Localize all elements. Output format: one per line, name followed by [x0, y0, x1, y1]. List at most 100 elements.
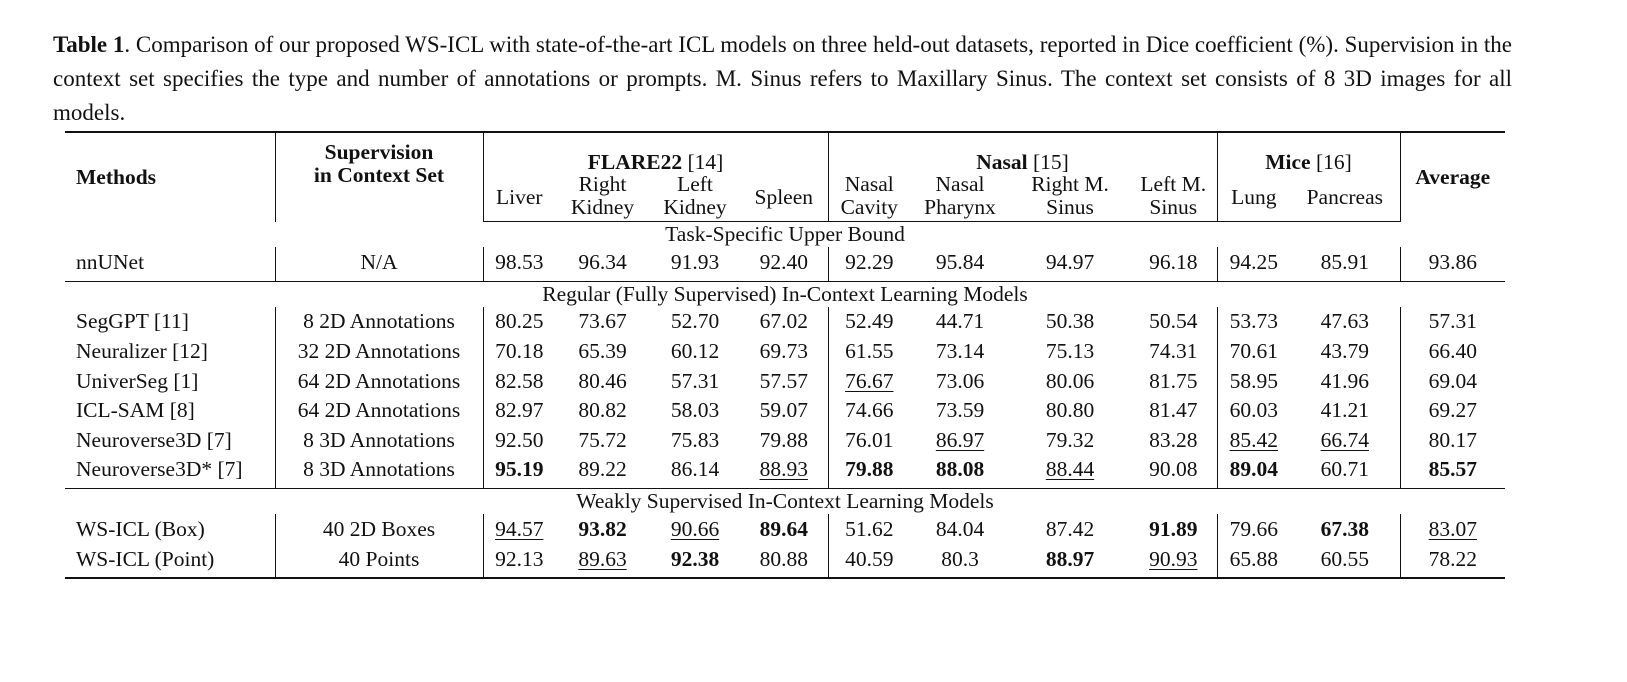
- value-cell: 86.14: [650, 454, 740, 490]
- value: 78.22: [1428, 546, 1477, 571]
- value: 92.13: [495, 546, 544, 571]
- value: 70.61: [1229, 338, 1278, 363]
- group-name: FLARE22: [587, 150, 683, 174]
- column-header-line: Pharynx: [924, 195, 996, 219]
- value: 69.73: [759, 338, 808, 363]
- value: 75.13: [1045, 338, 1095, 363]
- value-cell: 70.61: [1217, 336, 1290, 366]
- value: 98.53: [495, 249, 544, 274]
- value-cell: 58.03: [650, 395, 740, 425]
- method-cell: WS-ICL (Point): [65, 543, 276, 580]
- value-cell: 65.39: [555, 336, 650, 366]
- value-cell: 96.18: [1130, 247, 1218, 282]
- value-cell: 76.01: [828, 425, 910, 455]
- value-cell: 89.22: [555, 454, 650, 490]
- value: 50.38: [1045, 309, 1095, 334]
- value-cell: 67.02: [740, 306, 829, 337]
- value-cell: 79.88: [828, 454, 911, 490]
- value: 82.58: [495, 368, 544, 393]
- value: 80.25: [495, 309, 544, 334]
- value: 65.88: [1229, 546, 1278, 571]
- value: 92.29: [845, 249, 894, 274]
- value: 74.31: [1149, 338, 1198, 363]
- method-cell: WS-ICL (Box): [65, 514, 276, 544]
- value-cell: 88.44: [1010, 454, 1131, 490]
- value-cell: 85.57: [1400, 454, 1506, 490]
- value-cell: 79.88: [740, 424, 829, 455]
- value-cell: 75.83: [650, 425, 740, 455]
- value: 81.47: [1149, 398, 1198, 423]
- value: 94.57: [495, 516, 544, 541]
- value-cell: 73.14: [910, 336, 1010, 366]
- value: 80.82: [578, 398, 627, 423]
- value-cell: 50.38: [1010, 307, 1130, 337]
- value-cell: 75.72: [555, 425, 650, 455]
- value-cell: 87.42: [1010, 514, 1130, 544]
- value-cell: 83.28: [1130, 424, 1218, 455]
- column-header: Left M. Sinus: [1130, 173, 1218, 222]
- value-cell: 93.82: [555, 514, 650, 544]
- value-cell: 78.22: [1400, 543, 1506, 580]
- value: 57.31: [1428, 309, 1477, 334]
- value: 96.18: [1149, 249, 1198, 274]
- data-row: nnUNet N/A 98.53 96.34 91.93 92.40 92.29 95.84 9…: [65, 247, 1506, 282]
- column-header: Spleen: [740, 173, 829, 222]
- value: 90.66: [670, 516, 720, 541]
- value-cell: 80.80: [1010, 395, 1130, 425]
- table-caption: Table 1. Comparison of our proposed WS-I…: [53, 28, 1512, 130]
- value-cell: 88.08: [910, 454, 1011, 490]
- value-cell: 50.54: [1130, 306, 1218, 337]
- method-cell: UniverSeg [1]: [65, 365, 276, 396]
- value: 57.31: [670, 368, 720, 393]
- value: 86.14: [670, 457, 720, 482]
- value-cell: 80.82: [555, 395, 650, 425]
- value-cell: 66.40: [1400, 336, 1505, 366]
- column-header-line: Pancreas: [1306, 184, 1383, 209]
- value: 96.34: [578, 249, 627, 274]
- value-cell: 94.25: [1217, 247, 1291, 282]
- column-header-line: Liver: [495, 184, 543, 209]
- group-name: Nasal: [976, 150, 1028, 174]
- group-ref: [16]: [1315, 150, 1352, 174]
- value: 44.71: [935, 309, 985, 334]
- data-row: Neuroverse3D [7] 8 3D Annotations 92.50 75.…: [65, 424, 1505, 455]
- value-cell: 59.07: [740, 395, 829, 425]
- value: 89.63: [578, 546, 627, 571]
- value: 40.59: [845, 546, 894, 571]
- value: 58.03: [670, 398, 720, 423]
- column-header-line: Spleen: [754, 184, 814, 209]
- value-cell: 74.66: [828, 395, 910, 425]
- value: 60.55: [1320, 546, 1369, 571]
- value: 85.91: [1320, 249, 1369, 274]
- value: 86.97: [935, 427, 985, 452]
- data-row: ICL-SAM [8] 64 2D Annotations 82.97 80.82 58…: [65, 395, 1505, 425]
- method-cell: Neuroverse3D* [7]: [65, 454, 276, 490]
- value-cell: 60.03: [1217, 395, 1290, 425]
- value: 89.04: [1229, 457, 1278, 482]
- value: 83.28: [1149, 427, 1198, 452]
- value-cell: 90.66: [650, 514, 740, 544]
- supervision-cell: 40 Points: [275, 543, 484, 580]
- value: 76.01: [845, 427, 894, 452]
- section-row: Task-Specific Upper Bound: [65, 222, 1505, 248]
- column-header: Pancreas: [1290, 173, 1401, 222]
- data-row: SegGPT [11] 8 2D Annotations 80.25 73.67 52.…: [65, 306, 1505, 337]
- group-header: Mice [16]: [1217, 131, 1401, 174]
- value: 73.06: [935, 368, 985, 393]
- value-cell: 92.29: [828, 247, 911, 282]
- data-row: Neuroverse3D* [7] 8 3D Annotations 95.19 89…: [65, 454, 1506, 490]
- value: 53.73: [1229, 309, 1278, 334]
- data-row: UniverSeg [1] 64 2D Annotations 82.58 80.46…: [65, 365, 1505, 396]
- value: 80.3: [941, 546, 979, 571]
- value-cell: 73.67: [555, 307, 650, 337]
- data-row: Neuralizer [12] 32 2D Annotations 70.18 65.…: [65, 336, 1505, 366]
- value: 79.66: [1229, 516, 1278, 541]
- value-cell: 61.55: [828, 336, 910, 366]
- value-cell: 67.38: [1290, 514, 1401, 544]
- value: 79.88: [845, 457, 894, 482]
- value-cell: 81.47: [1130, 395, 1218, 425]
- value: 93.86: [1428, 249, 1477, 274]
- group-header: Nasal [15]: [828, 131, 1218, 174]
- column-header: Right M. Sinus: [1010, 173, 1131, 222]
- value: 89.64: [759, 516, 808, 541]
